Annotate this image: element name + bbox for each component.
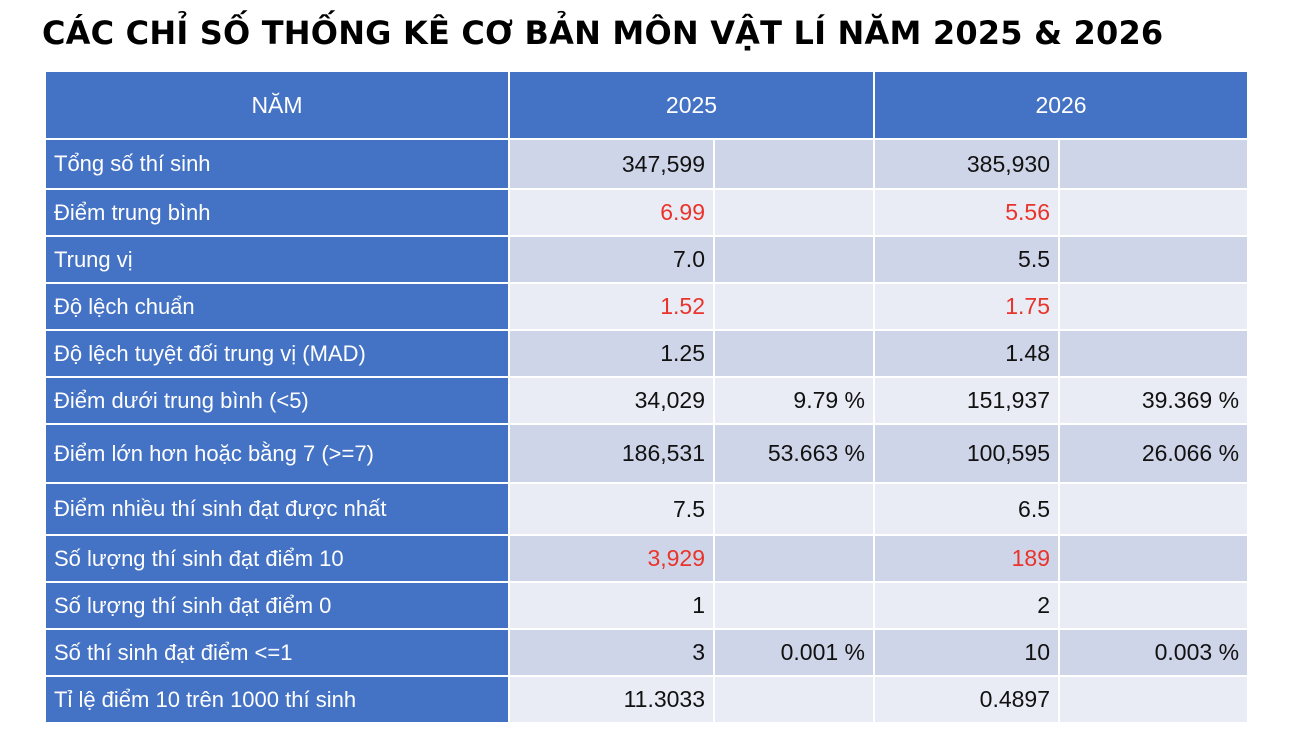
percent-2026: 39.369 % xyxy=(1058,376,1250,425)
value-2025: 1.52 xyxy=(508,282,715,331)
percent-2025 xyxy=(712,534,876,583)
percent-2025 xyxy=(712,188,876,237)
value-2026: 5.56 xyxy=(873,188,1061,237)
row-label: Tỉ lệ điểm 10 trên 1000 thí sinh xyxy=(44,675,510,724)
percent-2026 xyxy=(1058,675,1250,724)
table-row: Điểm dưới trung bình (<5) 34,029 9.79 % 151… xyxy=(44,376,1250,425)
percent-2025: 53.663 % xyxy=(712,423,876,484)
statistics-table: NĂM 2025 2026 Tổng số thí sinh 347,599 385… xyxy=(44,70,1250,724)
value-2026: 1.48 xyxy=(873,329,1061,378)
row-label: Tổng số thí sinh xyxy=(44,138,510,190)
row-label: Điểm lớn hơn hoặc bằng 7 (>=7) xyxy=(44,423,510,484)
table-row: Số thí sinh đạt điểm <=1 3 0.001 % 10 0.003 … xyxy=(44,628,1250,677)
percent-2025 xyxy=(712,675,876,724)
value-2025: 186,531 xyxy=(508,423,715,484)
percent-2025: 9.79 % xyxy=(712,376,876,425)
header-year-2025: 2025 xyxy=(507,70,876,140)
value-2025: 347,599 xyxy=(508,138,715,190)
row-label: Điểm dưới trung bình (<5) xyxy=(44,376,510,425)
row-label: Độ lệch tuyệt đối trung vị (MAD) xyxy=(44,329,510,378)
value-2026: 1.75 xyxy=(873,282,1061,331)
header-year-label: NĂM xyxy=(44,70,510,140)
header-year-2026: 2026 xyxy=(873,70,1250,140)
percent-2026 xyxy=(1058,282,1250,331)
row-label: Trung vị xyxy=(44,235,510,284)
table-row: Độ lệch chuẩn 1.52 1.75 xyxy=(44,282,1250,331)
percent-2025 xyxy=(712,138,876,190)
row-label: Số lượng thí sinh đạt điểm 10 xyxy=(44,534,510,583)
value-2026: 100,595 xyxy=(873,423,1061,484)
value-2025: 6.99 xyxy=(508,188,715,237)
percent-2026 xyxy=(1058,138,1250,190)
percent-2026 xyxy=(1058,329,1250,378)
percent-2025 xyxy=(712,581,876,630)
table-row: Độ lệch tuyệt đối trung vị (MAD) 1.25 1.48 xyxy=(44,329,1250,378)
value-2026: 0.4897 xyxy=(873,675,1061,724)
row-label: Điểm nhiều thí sinh đạt được nhất xyxy=(44,482,510,536)
percent-2025 xyxy=(712,329,876,378)
table-row: Trung vị 7.0 5.5 xyxy=(44,235,1250,284)
value-2026: 189 xyxy=(873,534,1061,583)
header-row: NĂM 2025 2026 xyxy=(44,70,1250,140)
table-row: Điểm nhiều thí sinh đạt được nhất 7.5 6.5 xyxy=(44,482,1250,536)
table-row: Số lượng thí sinh đạt điểm 10 3,929 189 xyxy=(44,534,1250,583)
value-2026: 5.5 xyxy=(873,235,1061,284)
table-row: Tổng số thí sinh 347,599 385,930 xyxy=(44,138,1250,190)
percent-2026: 26.066 % xyxy=(1058,423,1250,484)
percent-2026 xyxy=(1058,235,1250,284)
percent-2025 xyxy=(712,235,876,284)
percent-2025 xyxy=(712,482,876,536)
table-row: Điểm lớn hơn hoặc bằng 7 (>=7) 186,531 53.… xyxy=(44,423,1250,484)
value-2025: 3 xyxy=(508,628,715,677)
value-2026: 151,937 xyxy=(873,376,1061,425)
value-2026: 2 xyxy=(873,581,1061,630)
value-2025: 11.3033 xyxy=(508,675,715,724)
row-label: Độ lệch chuẩn xyxy=(44,282,510,331)
value-2026: 385,930 xyxy=(873,138,1061,190)
percent-2026 xyxy=(1058,482,1250,536)
value-2025: 34,029 xyxy=(508,376,715,425)
percent-2025: 0.001 % xyxy=(712,628,876,677)
value-2025: 1 xyxy=(508,581,715,630)
value-2025: 1.25 xyxy=(508,329,715,378)
page-title: CÁC CHỈ SỐ THỐNG KÊ CƠ BẢN MÔN VẬT LÍ NĂ… xyxy=(42,14,1164,52)
percent-2026 xyxy=(1058,581,1250,630)
value-2025: 7.0 xyxy=(508,235,715,284)
row-label: Số lượng thí sinh đạt điểm 0 xyxy=(44,581,510,630)
row-label: Số thí sinh đạt điểm <=1 xyxy=(44,628,510,677)
value-2025: 7.5 xyxy=(508,482,715,536)
percent-2026: 0.003 % xyxy=(1058,628,1250,677)
value-2025: 3,929 xyxy=(508,534,715,583)
percent-2026 xyxy=(1058,534,1250,583)
percent-2026 xyxy=(1058,188,1250,237)
table-row: Điểm trung bình 6.99 5.56 xyxy=(44,188,1250,237)
table-row: Tỉ lệ điểm 10 trên 1000 thí sinh 11.3033 0… xyxy=(44,675,1250,724)
value-2026: 10 xyxy=(873,628,1061,677)
row-label: Điểm trung bình xyxy=(44,188,510,237)
percent-2025 xyxy=(712,282,876,331)
value-2026: 6.5 xyxy=(873,482,1061,536)
